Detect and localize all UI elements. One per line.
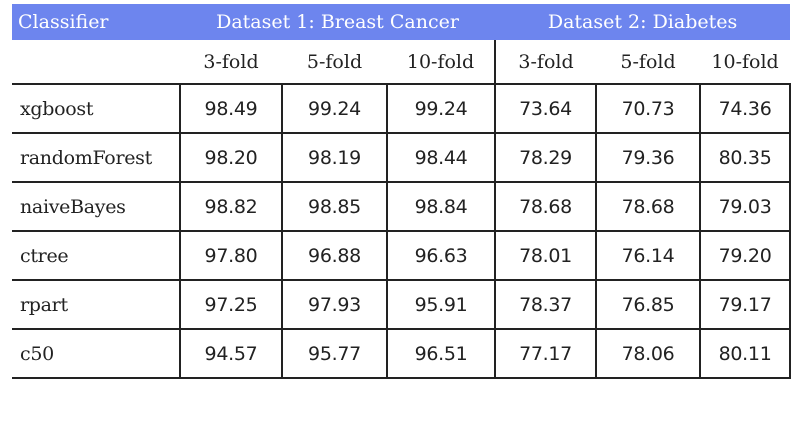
accuracy-cell: 99.24 xyxy=(385,83,497,134)
fold-header: 5-fold xyxy=(620,50,676,73)
accuracy-cell: 94.57 xyxy=(179,328,283,379)
fold-header: 3-fold xyxy=(203,50,259,73)
accuracy-cell: 98.44 xyxy=(385,132,497,183)
accuracy-cell: 78.37 xyxy=(494,279,598,330)
accuracy-cell: 80.35 xyxy=(699,132,792,183)
table-row: ctree 97.80 96.88 96.63 78.01 76.14 79.2… xyxy=(12,230,792,281)
classifier-column-header: Classifier xyxy=(12,4,180,40)
table-row: c50 94.57 95.77 96.51 77.17 78.06 80.11 xyxy=(12,328,792,379)
accuracy-cell: 95.77 xyxy=(281,328,388,379)
accuracy-cell: 78.06 xyxy=(595,328,702,379)
accuracy-cell: 99.24 xyxy=(281,83,388,134)
dataset2-header: Dataset 2: Diabetes xyxy=(495,4,791,40)
accuracy-cell: 79.03 xyxy=(699,181,792,232)
accuracy-cell: 98.19 xyxy=(281,132,388,183)
accuracy-cell: 96.51 xyxy=(385,328,497,379)
accuracy-cell: 98.20 xyxy=(179,132,283,183)
accuracy-cell: 76.85 xyxy=(595,279,702,330)
table-row: xgboost 98.49 99.24 99.24 73.64 70.73 74… xyxy=(12,83,792,134)
fold-header: 10-fold xyxy=(711,50,779,73)
accuracy-cell: 79.17 xyxy=(699,279,792,330)
accuracy-cell: 77.17 xyxy=(494,328,598,379)
fold-header: 10-fold xyxy=(387,40,497,84)
accuracy-cell: 76.14 xyxy=(595,230,702,281)
accuracy-cell: 80.11 xyxy=(699,328,792,379)
accuracy-cell: 79.36 xyxy=(595,132,702,183)
accuracy-cell: 70.73 xyxy=(595,83,702,134)
accuracy-cell: 79.20 xyxy=(699,230,792,281)
accuracy-cell: 98.82 xyxy=(179,181,283,232)
accuracy-cell: 96.88 xyxy=(281,230,388,281)
results-table-container: Classifier Dataset 1: Breast Cancer Data… xyxy=(12,4,792,414)
classifier-name: ctree xyxy=(12,230,181,281)
classifier-accuracy-table: Classifier Dataset 1: Breast Cancer Data… xyxy=(12,4,792,379)
accuracy-cell: 78.29 xyxy=(494,132,598,183)
accuracy-cell: 98.49 xyxy=(179,83,283,134)
fold-header-row: 3-fold 5-fold 10-fold 3-fold 5-fold 10-f… xyxy=(12,40,790,84)
fold-header: 3-fold xyxy=(518,50,574,73)
accuracy-cell: 97.93 xyxy=(281,279,388,330)
accuracy-cell: 95.91 xyxy=(385,279,497,330)
dataset-header-row: Classifier Dataset 1: Breast Cancer Data… xyxy=(12,4,791,40)
dataset1-header: Dataset 1: Breast Cancer xyxy=(180,4,496,40)
accuracy-cell: 97.80 xyxy=(179,230,283,281)
accuracy-cell: 98.84 xyxy=(385,181,497,232)
classifier-name: xgboost xyxy=(12,83,181,134)
classifier-name: randomForest xyxy=(12,132,181,183)
accuracy-cell: 78.68 xyxy=(494,181,598,232)
accuracy-cell: 97.25 xyxy=(179,279,283,330)
table-row: randomForest 98.20 98.19 98.44 78.29 79.… xyxy=(12,132,792,183)
classifier-name: c50 xyxy=(12,328,181,379)
classifier-name: naiveBayes xyxy=(12,181,181,232)
accuracy-cell: 74.36 xyxy=(699,83,792,134)
classifier-name: rpart xyxy=(12,279,181,330)
accuracy-cell: 78.68 xyxy=(595,181,702,232)
accuracy-cell: 78.01 xyxy=(494,230,598,281)
fold-header: 5-fold xyxy=(306,50,363,73)
accuracy-cell: 96.63 xyxy=(385,230,497,281)
table-row: rpart 97.25 97.93 95.91 78.37 76.85 79.1… xyxy=(12,279,792,330)
fold-header-blank xyxy=(12,40,180,84)
accuracy-cell: 73.64 xyxy=(494,83,598,134)
accuracy-cell: 98.85 xyxy=(281,181,388,232)
table-row: naiveBayes 98.82 98.85 98.84 78.68 78.68… xyxy=(12,181,792,232)
